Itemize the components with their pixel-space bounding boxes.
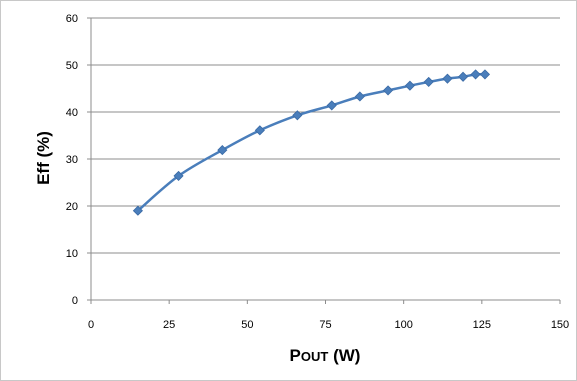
y-axis-title: Eff (%) (34, 131, 53, 185)
x-axis-title-main: P (290, 346, 301, 365)
x-axis-title: POUT (W) (290, 346, 361, 365)
data-point-3 (254, 125, 265, 136)
data-point-1 (173, 170, 184, 181)
data-point-6 (354, 91, 365, 102)
data-point-7 (382, 85, 394, 96)
data-point-8 (404, 80, 415, 91)
y-tick-label-30: 30 (66, 154, 78, 166)
data-point-0 (132, 205, 143, 216)
y-tick-label-60: 60 (66, 13, 78, 25)
data-point-2 (217, 145, 228, 156)
y-tick-label-50: 50 (66, 60, 78, 72)
x-tick-label-75: 75 (319, 319, 331, 331)
grid-lines (91, 17, 560, 254)
data-point-13 (479, 69, 491, 80)
y-tick-label-40: 40 (66, 107, 78, 119)
data-point-5 (326, 100, 337, 111)
data-point-9 (423, 76, 434, 87)
x-tick-label-125: 125 (473, 319, 491, 331)
x-axis-title-unit: (W) (328, 346, 360, 365)
x-tick-label-0: 0 (88, 319, 94, 331)
x-tick-label-25: 25 (163, 319, 175, 331)
x-tick-label-100: 100 (394, 319, 412, 331)
y-tick-label-0: 0 (72, 295, 78, 307)
axes (87, 17, 561, 304)
data-point-11 (458, 71, 469, 82)
data-point-10 (442, 73, 453, 84)
data-point-12 (470, 69, 481, 80)
data-point-4 (292, 110, 303, 121)
x-axis-title-subscript: OUT (301, 349, 329, 364)
series-line (137, 72, 485, 212)
x-tick-label-50: 50 (241, 319, 253, 331)
y-tick-label-10: 10 (66, 248, 78, 260)
x-tick-label-150: 150 (551, 319, 569, 331)
y-tick-labels: 0 10 20 30 40 50 60 (66, 13, 78, 307)
series-markers (132, 69, 491, 216)
x-tick-labels: 0 25 50 75 100 125 150 (88, 319, 569, 331)
y-tick-label-20: 20 (66, 201, 78, 213)
